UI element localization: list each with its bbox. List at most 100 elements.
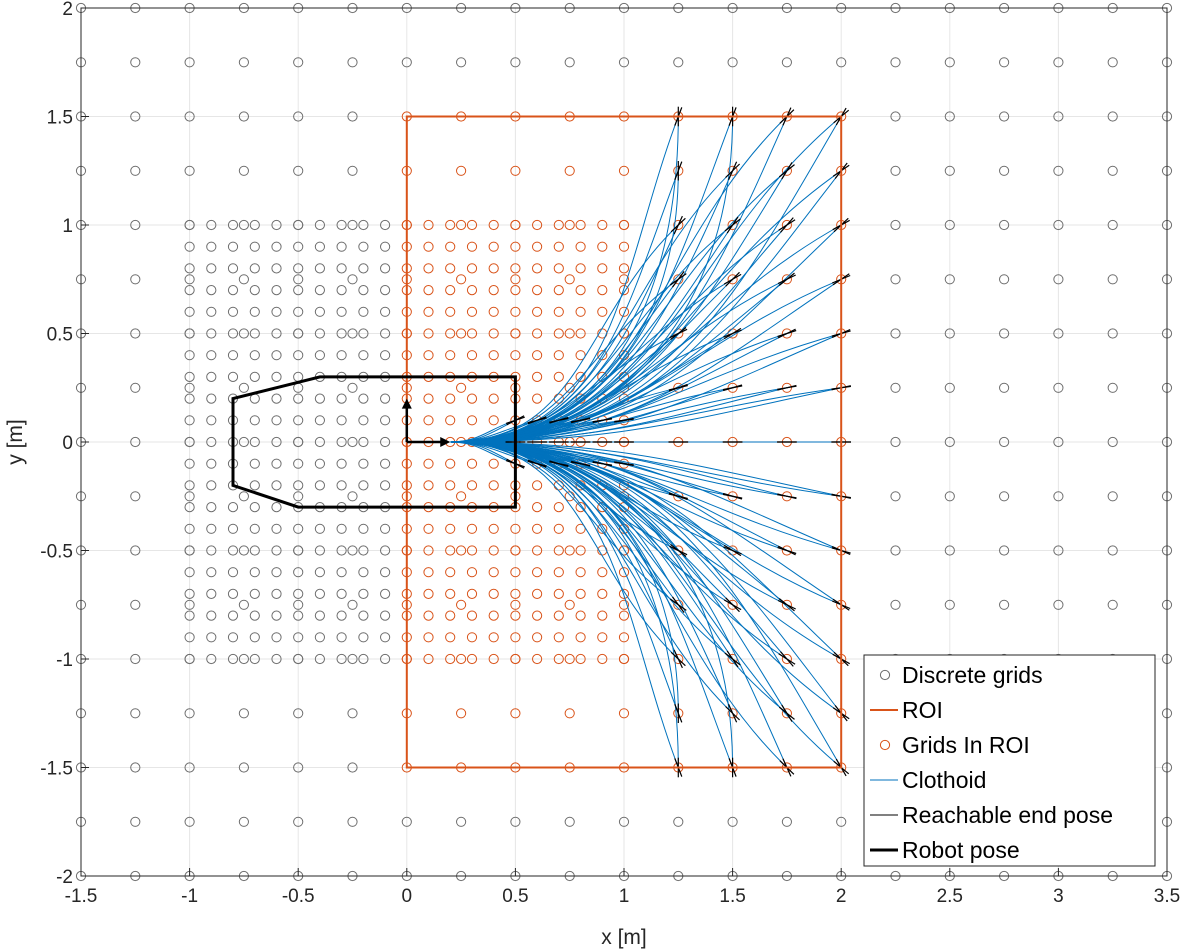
roi-grid-point: [564, 545, 575, 556]
discrete-grid-point: [293, 480, 304, 491]
discrete-grid-point: [184, 545, 195, 556]
roi-grid-point: [423, 458, 434, 469]
roi-grid-point: [618, 263, 630, 274]
discrete-grid-point: [206, 502, 217, 513]
roi-grid-point: [445, 219, 456, 231]
roi-grid-point: [553, 632, 564, 643]
x-tick-label-6: 1.5: [719, 886, 745, 907]
roi-grid-point: [597, 653, 608, 665]
roi-grid-point: [445, 415, 456, 426]
y-axis-label: y [m]: [4, 419, 27, 465]
roi-grid-point: [466, 415, 478, 426]
roi-grid-point: [445, 285, 456, 296]
end-pose-marker: [723, 384, 743, 392]
roi-grid-point: [781, 708, 793, 719]
roi-grid-point: [445, 328, 456, 339]
roi-grid-point: [553, 653, 564, 665]
discrete-grid-point: [227, 502, 239, 513]
roi-grid-point: [445, 306, 456, 317]
roi-grid-point: [564, 165, 575, 176]
discrete-grid-point: [781, 57, 793, 68]
roi-grid-point: [423, 306, 434, 317]
roi-grid-point: [488, 219, 499, 231]
discrete-grid-point: [184, 523, 195, 534]
roi-grid-point: [423, 350, 434, 361]
roi-grid-point: [488, 632, 499, 643]
discrete-grid-point: [227, 350, 239, 361]
roi-grid-point: [727, 274, 738, 285]
roi-grid-point: [727, 165, 738, 176]
roi-grid-point: [423, 415, 434, 426]
roi-grid-point: [423, 285, 434, 296]
roi-grid-point: [423, 610, 434, 621]
roi-grid-point: [575, 306, 586, 317]
roi-grid-point: [618, 567, 630, 578]
end-pose-marker: [592, 417, 612, 423]
discrete-grid-point: [271, 306, 282, 317]
discrete-grid-point: [358, 458, 369, 469]
discrete-grid-point: [336, 415, 347, 426]
discrete-grid-point: [206, 263, 217, 274]
discrete-grid-point: [380, 545, 391, 556]
discrete-grid-point: [238, 816, 249, 827]
discrete-grid-point: [184, 241, 195, 252]
discrete-grid-point: [293, 111, 304, 122]
end-pose-marker: [728, 704, 738, 723]
roi-grid-point: [727, 708, 738, 719]
discrete-grid-point: [238, 111, 249, 122]
roi-grid-point: [553, 241, 564, 252]
roi-grid-point: [553, 328, 564, 339]
roi-grid-point: [781, 274, 793, 285]
roi-grid-point: [597, 306, 608, 317]
discrete-grid-point: [618, 816, 630, 827]
roi-grid-point: [510, 708, 521, 719]
x-tick-label-8: 2.5: [937, 886, 963, 907]
discrete-grid-point: [944, 545, 955, 556]
discrete-grid-point: [456, 816, 467, 827]
discrete-grid-point: [249, 350, 260, 361]
discrete-grid-point: [206, 415, 217, 426]
end-pose-marker: [673, 215, 683, 235]
roi-grid-point: [510, 350, 521, 361]
roi-grid-point: [727, 382, 738, 393]
end-pose-marker: [668, 492, 688, 501]
discrete-grid-point: [184, 567, 195, 578]
discrete-grid-point: [336, 632, 347, 643]
roi-grid-point: [488, 285, 499, 296]
discrete-grid-point: [293, 219, 304, 231]
legend-swatch-discrete: [879, 669, 891, 681]
robot-heading-y-arrowhead: [401, 398, 412, 409]
roi-grid-point: [553, 502, 564, 513]
discrete-grid-point: [227, 567, 239, 578]
discrete-grid-point: [1107, 165, 1118, 176]
legend: Discrete grids ROI Grids In ROI Clothoid Rea…: [863, 654, 1156, 867]
discrete-grid-point: [347, 762, 358, 773]
discrete-grid-point: [293, 491, 304, 502]
discrete-grid-point: [358, 523, 369, 534]
discrete-grid-point: [293, 458, 304, 469]
discrete-grid-point: [1053, 57, 1064, 68]
discrete-grid-point: [314, 415, 325, 426]
discrete-grid-point: [130, 708, 141, 719]
discrete-grid-point: [271, 285, 282, 296]
roi-grid-point: [466, 328, 478, 339]
y-tick-label-7: 1.5: [47, 108, 73, 129]
discrete-grid-point: [184, 285, 195, 296]
roi-grid-point: [456, 545, 467, 556]
discrete-grid-point: [249, 371, 260, 382]
x-tick-label-2: -0.5: [282, 886, 315, 907]
roi-grid-point: [488, 523, 499, 534]
roi-grid-point: [466, 610, 478, 621]
roi-grid-point: [532, 371, 543, 382]
roi-grid-point: [575, 241, 586, 252]
discrete-grid-point: [1107, 599, 1118, 610]
discrete-grid-point: [238, 708, 249, 719]
discrete-grid-point: [944, 599, 955, 610]
roi-grid-point: [564, 219, 575, 231]
discrete-grid-point: [314, 523, 325, 534]
roi-grid-point: [423, 328, 434, 339]
roi-grid-point: [532, 350, 543, 361]
roi-grid-point: [456, 165, 467, 176]
discrete-grid-point: [227, 523, 239, 534]
discrete-grid-point: [944, 111, 955, 122]
